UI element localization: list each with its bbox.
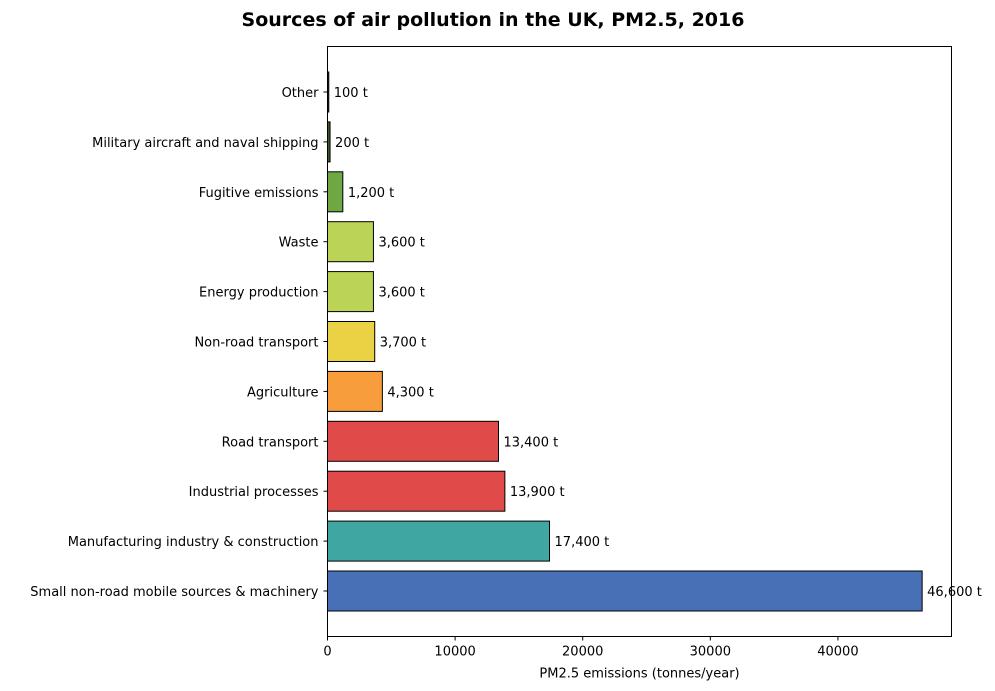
plot-frame xyxy=(327,46,952,637)
data-labels-layer: 46,600 t 17,400 t 13,900 t 13,400 t 4,300 t 3… xyxy=(334,86,982,600)
bar-energy-production xyxy=(327,271,374,313)
bar-waste xyxy=(327,221,374,263)
data-label-waste: 3,600 t xyxy=(378,236,424,251)
data-label-road-transport: 13,400 t xyxy=(503,435,558,450)
data-label-agriculture: 4,300 t xyxy=(387,385,433,400)
y-tick-label-other: Other xyxy=(282,86,320,101)
data-label-small-non-road-mobile-sources-and-machinery: 46,600 t xyxy=(927,585,982,600)
y-tick-label-waste: Waste xyxy=(279,236,319,251)
x-tick-label-40000: 40000 xyxy=(817,645,858,660)
data-label-military-aircraft-and-naval-shipping: 200 t xyxy=(335,136,369,151)
y-axis: Small non-road mobile sources & machiner… xyxy=(30,86,328,600)
bar-fugitive-emissions xyxy=(327,171,344,213)
x-tick-label-10000: 10000 xyxy=(434,645,475,660)
y-tick-label-energy-production: Energy production xyxy=(199,286,318,301)
y-tick-label-military-aircraft-and-naval-shipping: Military aircraft and naval shipping xyxy=(92,136,318,151)
x-tick-label-20000: 20000 xyxy=(562,645,603,660)
y-tick-label-fugitive-emissions: Fugitive emissions xyxy=(199,186,319,201)
y-tick-label-agriculture: Agriculture xyxy=(247,385,319,400)
y-tick-label-road-transport: Road transport xyxy=(222,435,319,450)
bar-non-road-transport xyxy=(327,321,376,362)
bar-road-transport xyxy=(327,420,499,462)
y-tick-label-manufacturing-industry-and-construction: Manufacturing industry & construction xyxy=(68,535,319,550)
y-tick-label-industrial-processes: Industrial processes xyxy=(189,485,319,500)
y-tick-label-non-road-transport: Non-road transport xyxy=(194,336,318,351)
bar-industrial-processes xyxy=(327,470,506,512)
data-label-manufacturing-industry-and-construction: 17,400 t xyxy=(555,535,610,550)
bar-manufacturing-industry-and-construction xyxy=(327,520,551,562)
data-label-fugitive-emissions: 1,200 t xyxy=(348,186,394,201)
bar-agriculture xyxy=(327,370,383,412)
bar-small-non-road-mobile-sources-and-machinery xyxy=(327,570,923,612)
bars-layer xyxy=(327,71,923,612)
data-label-industrial-processes: 13,900 t xyxy=(510,485,565,500)
data-label-energy-production: 3,600 t xyxy=(378,286,424,301)
x-axis-label: PM2.5 emissions (tonnes/year) xyxy=(539,667,739,682)
data-label-other: 100 t xyxy=(334,86,368,101)
chart-title: Sources of air pollution in the UK, PM2.… xyxy=(242,9,745,31)
x-tick-label-0: 0 xyxy=(323,645,331,660)
x-axis: 0 10000 20000 30000 40000 xyxy=(323,636,859,660)
data-label-non-road-transport: 3,700 t xyxy=(380,336,426,351)
y-tick-label-small-non-road-mobile-sources-and-machinery: Small non-road mobile sources & machiner… xyxy=(30,585,319,600)
x-tick-label-30000: 30000 xyxy=(690,645,731,660)
